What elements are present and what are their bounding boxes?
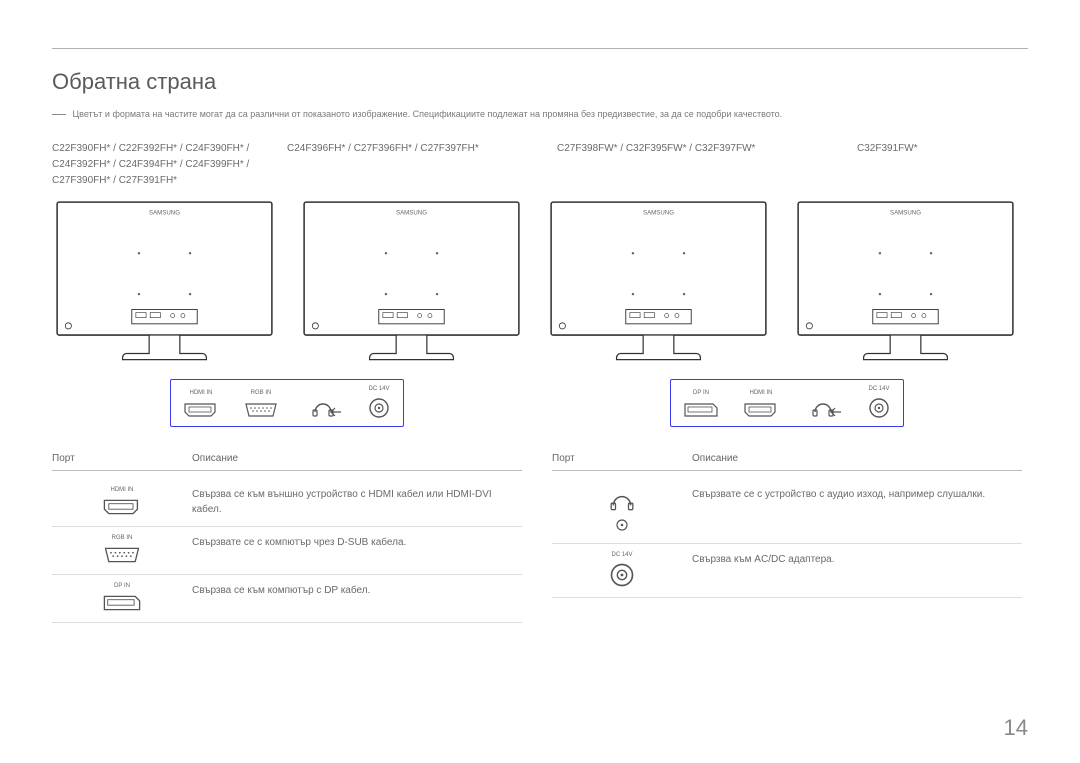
headphone-icon — [609, 490, 635, 512]
vga-port-icon: RGB IN — [243, 390, 279, 420]
port-label: DP IN — [114, 583, 130, 589]
port-label: HDMI IN — [111, 487, 134, 493]
port-desc: Свързвате се с компютър чрез D-SUB кабел… — [192, 535, 522, 550]
monitor-figures-row — [52, 197, 1028, 371]
table-header-desc: Описание — [692, 453, 1022, 464]
note-text: Цветът и формата на частите могат да са … — [73, 109, 783, 119]
table-row: Свързвате се с устройство с аудио изход,… — [552, 479, 1022, 544]
jack-icon — [612, 515, 632, 535]
headphone-port-icon — [803, 394, 843, 420]
model-group-3: C27F398FW* / C32F395FW* / C32F397FW* — [557, 141, 837, 189]
port-desc: Свързва към AC/DC адаптера. — [692, 552, 1022, 567]
monitor-figure — [299, 197, 524, 371]
dc-icon — [608, 561, 636, 589]
port-tables-row: Порт Описание HDMI IN Свързва се към вън… — [52, 453, 1028, 623]
monitor-figure — [52, 197, 277, 371]
port-callouts-row: HDMI IN RGB IN DC 14V — [52, 379, 1028, 453]
model-groups-row: C22F390FH* / C22F392FH* / C24F390FH* / C… — [52, 141, 1028, 189]
table-row: DP IN Свързва се към компютър с DP кабел… — [52, 575, 522, 623]
hdmi-port-icon: HDMI IN — [183, 390, 219, 420]
dp-port-icon: DP IN — [683, 390, 719, 420]
port-desc: Свързва се към компютър с DP кабел. — [192, 583, 522, 598]
table-header-port: Порт — [552, 453, 692, 464]
port-table-right: Порт Описание Свързвате се с устройство … — [552, 453, 1022, 623]
dc-port-icon: DC 14V — [367, 386, 391, 420]
ports-callout-right: DP IN HDMI IN DC 14V — [670, 379, 904, 427]
table-row: DC 14V Свързва към AC/DC адаптера. — [552, 544, 1022, 598]
hdmi-icon — [102, 496, 142, 518]
table-header-desc: Описание — [192, 453, 522, 464]
port-label: RGB IN — [112, 535, 133, 541]
page-note: Цветът и формата на частите могат да са … — [52, 109, 1028, 119]
monitor-figure — [793, 197, 1018, 371]
page-number: 14 — [1004, 715, 1028, 741]
hdmi-port-icon: HDMI IN — [743, 390, 779, 420]
page-top-rule — [52, 48, 1028, 49]
headphone-port-icon — [303, 394, 343, 420]
monitor-figure — [546, 197, 771, 371]
note-dash-icon — [52, 114, 66, 115]
dp-icon — [102, 592, 142, 614]
port-desc: Свързва се към външно устройство с HDMI … — [192, 487, 522, 517]
vga-icon — [102, 544, 142, 566]
model-group-4: C32F391FW* — [857, 141, 977, 189]
table-row: RGB IN Свързвате се с компютър чрез D-SU… — [52, 527, 522, 575]
port-desc: Свързвате се с устройство с аудио изход,… — [692, 487, 1022, 502]
port-label: DC 14V — [611, 552, 632, 558]
model-group-1: C22F390FH* / C22F392FH* / C24F390FH* / C… — [52, 141, 267, 189]
model-group-2: C24F396FH* / C27F396FH* / C27F397FH* — [287, 141, 537, 189]
page-title: Обратна страна — [52, 69, 1028, 95]
table-row: HDMI IN Свързва се към външно устройство… — [52, 479, 522, 527]
dc-port-icon: DC 14V — [867, 386, 891, 420]
ports-callout-left: HDMI IN RGB IN DC 14V — [170, 379, 404, 427]
table-header-port: Порт — [52, 453, 192, 464]
port-table-left: Порт Описание HDMI IN Свързва се към вън… — [52, 453, 522, 623]
